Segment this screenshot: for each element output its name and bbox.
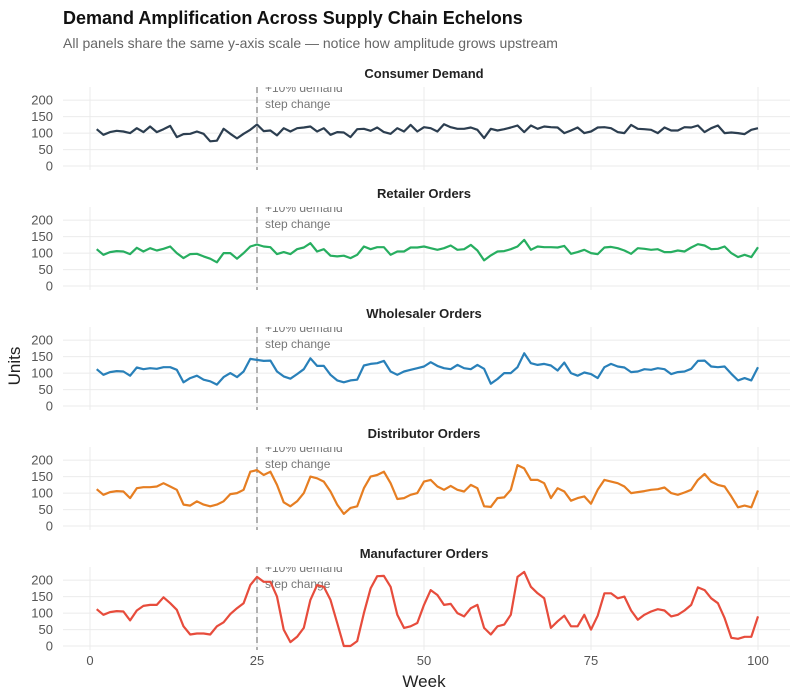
- x-tick-label: 100: [747, 653, 769, 668]
- y-tick-label: 0: [46, 519, 53, 534]
- panel-title: Retailer Orders: [377, 186, 471, 201]
- annotation-line1: +10% demand: [265, 561, 343, 575]
- y-tick-label: 100: [31, 126, 53, 141]
- panel-title: Consumer Demand: [364, 66, 483, 81]
- x-tick-label: 25: [250, 653, 264, 668]
- annotation-line1: +10% demand: [265, 321, 343, 335]
- y-tick-label: 150: [31, 589, 53, 604]
- annotation-line2: step change: [265, 337, 331, 351]
- panel-title: Wholesaler Orders: [366, 306, 482, 321]
- y-tick-label: 50: [39, 502, 53, 517]
- y-tick-label: 0: [46, 639, 53, 654]
- panel-title: Distributor Orders: [368, 426, 481, 441]
- y-tick-label: 50: [39, 622, 53, 637]
- y-tick-label: 50: [39, 262, 53, 277]
- y-tick-label: 150: [31, 229, 53, 244]
- y-tick-label: 50: [39, 142, 53, 157]
- y-tick-label: 100: [31, 606, 53, 621]
- annotation-line2: step change: [265, 577, 331, 591]
- y-tick-label: 0: [46, 399, 53, 414]
- x-tick-label: 75: [584, 653, 598, 668]
- annotation-line2: step change: [265, 457, 331, 471]
- series-line: [95, 570, 760, 648]
- y-tick-label: 50: [39, 382, 53, 397]
- x-tick-label: 0: [86, 653, 93, 668]
- series-line: [95, 464, 760, 516]
- annotation-line2: step change: [265, 217, 331, 231]
- chart-title: Demand Amplification Across Supply Chain…: [63, 8, 523, 28]
- series-line: [95, 123, 759, 143]
- panel-title: Manufacturer Orders: [360, 546, 489, 561]
- y-tick-label: 200: [31, 573, 53, 588]
- y-tick-label: 100: [31, 486, 53, 501]
- y-tick-label: 200: [31, 453, 53, 468]
- y-tick-label: 0: [46, 279, 53, 294]
- y-axis-label: Units: [5, 347, 24, 386]
- series-line: [95, 352, 759, 386]
- y-tick-label: 150: [31, 349, 53, 364]
- x-axis-label: Week: [402, 672, 446, 691]
- series-line: [95, 238, 759, 264]
- y-tick-label: 200: [31, 93, 53, 108]
- y-tick-label: 150: [31, 109, 53, 124]
- annotation-line2: step change: [265, 97, 331, 111]
- y-tick-label: 100: [31, 246, 53, 261]
- y-tick-label: 0: [46, 159, 53, 174]
- annotation-line1: +10% demand: [265, 201, 343, 215]
- y-tick-label: 200: [31, 333, 53, 348]
- annotation-line1: +10% demand: [265, 81, 343, 95]
- y-tick-label: 200: [31, 213, 53, 228]
- x-tick-label: 50: [417, 653, 431, 668]
- y-tick-label: 150: [31, 469, 53, 484]
- y-tick-label: 100: [31, 366, 53, 381]
- chart-subtitle: All panels share the same y-axis scale —…: [63, 35, 558, 51]
- annotation-line1: +10% demand: [265, 441, 343, 455]
